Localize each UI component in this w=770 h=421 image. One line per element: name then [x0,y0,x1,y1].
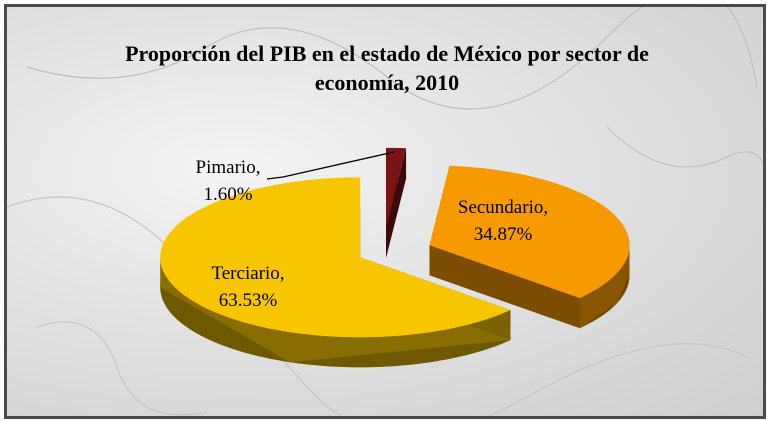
slice-side [579,245,630,329]
data-label-value: 63.53% [219,290,278,311]
data-label-value: 34.87% [474,224,533,245]
leader-line [266,151,395,180]
slice-edge [386,148,407,258]
data-label-value: 1.60% [203,184,252,205]
data-label-category: Terciario, [211,263,284,284]
chart-title: Proporción del PIB en el estado de Méxic… [125,41,649,95]
pie-slice [160,177,511,338]
chart-area: Pimario, 1.60% Secundario, 34.87% Terciario,… [4,4,766,419]
slice-edge [429,245,580,329]
pie-slice [386,147,407,228]
data-label-category: Secundario, [458,197,548,218]
chart: Pimario, 1.60% Secundario, 34.87% Terciario,… [7,7,763,416]
background-texture [7,7,763,416]
pie-slice [429,165,630,299]
data-label-category: Pimario, [196,157,261,178]
slice-side [160,257,511,363]
